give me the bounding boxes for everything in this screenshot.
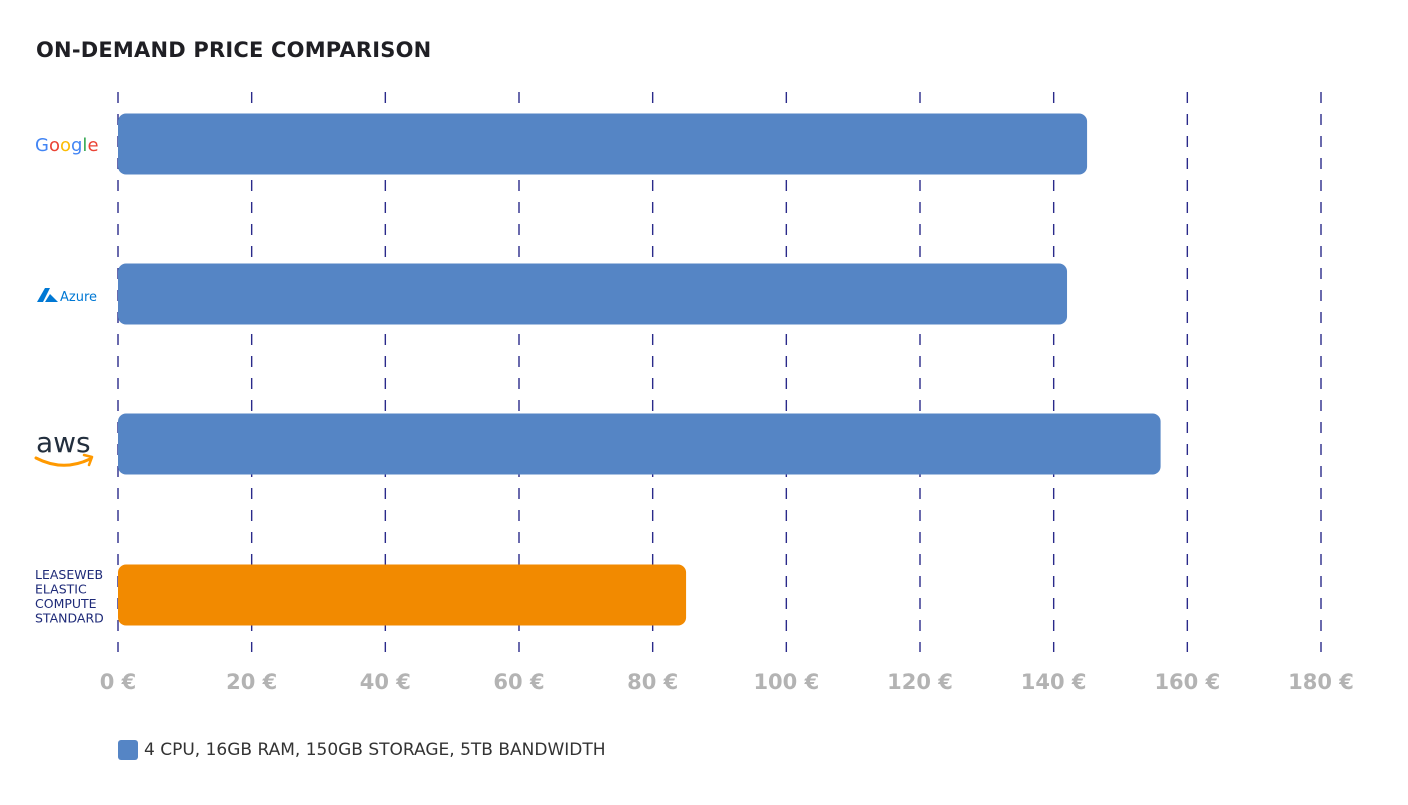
chart-title: ON-DEMAND PRICE COMPARISON	[36, 38, 432, 62]
google-logo: Google	[35, 135, 99, 156]
bars	[118, 113, 1161, 626]
tick-label: 40 €	[360, 670, 411, 694]
tick-label: 100 €	[753, 670, 819, 694]
tick-label: 140 €	[1021, 670, 1087, 694]
legend-label: 4 CPU, 16GB RAM, 150GB STORAGE, 5TB BAND…	[144, 740, 606, 760]
aws-logo: aws	[34, 426, 94, 467]
azure-logo-text: Azure	[60, 290, 97, 305]
bar	[118, 113, 1088, 175]
azure-icon	[45, 294, 58, 302]
tick-label: 60 €	[493, 670, 544, 694]
tick-label: 160 €	[1154, 670, 1220, 694]
category-logos: Google Azure aws LEASEWEBELASTICCOMPUTESTAN…	[34, 135, 104, 626]
tick-label: 80 €	[627, 670, 678, 694]
leaseweb-label-line: ELASTIC	[35, 582, 87, 597]
leaseweb-label-line: STANDARD	[35, 611, 104, 626]
tick-label: 20 €	[226, 670, 277, 694]
price-bar-chart: 0 € 20 € 40 € 60 € 80 € 100 € 120 € 140 € 160 € 1…	[34, 92, 1354, 694]
azure-logo: Azure	[37, 288, 97, 305]
bar	[118, 263, 1068, 325]
aws-smile-icon	[34, 456, 92, 467]
tick-label: 120 €	[887, 670, 953, 694]
bar	[118, 564, 687, 626]
gridlines	[117, 92, 1322, 652]
legend-swatch	[118, 740, 138, 760]
leaseweb-label-line: LEASEWEB	[35, 567, 103, 582]
tick-label: 180 €	[1288, 670, 1354, 694]
x-axis-ticks: 0 € 20 € 40 € 60 € 80 € 100 € 120 € 140 € 160 € 1…	[100, 670, 1354, 694]
tick-label: 0 €	[100, 670, 137, 694]
aws-logo-text: aws	[36, 426, 91, 459]
leaseweb-label-line: COMPUTE	[35, 596, 97, 611]
aws-arrow-icon	[82, 453, 94, 467]
bar	[118, 413, 1161, 475]
azure-icon	[37, 288, 50, 302]
legend: 4 CPU, 16GB RAM, 150GB STORAGE, 5TB BAND…	[118, 738, 606, 762]
